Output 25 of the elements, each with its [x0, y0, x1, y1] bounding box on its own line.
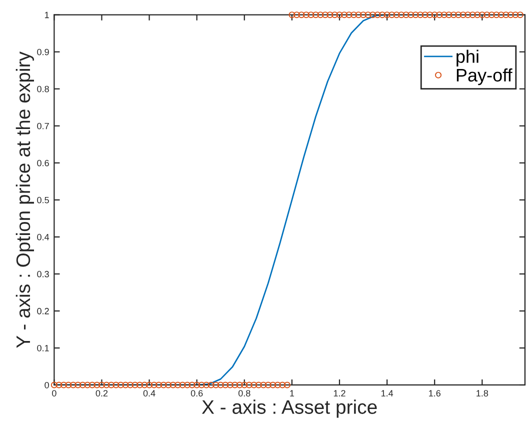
- legend-label: phi: [456, 50, 478, 67]
- x-tick-label: 1.4: [381, 390, 394, 396]
- x-tick-label: 1: [290, 390, 294, 396]
- y-tick-label: 0: [44, 382, 49, 388]
- y-tick-label: 0.1: [37, 344, 49, 352]
- x-tick-label: 0.4: [143, 390, 156, 396]
- x-tick-label: 0.2: [96, 390, 108, 396]
- y-tick-label: 0.8: [37, 86, 49, 92]
- y-tick-label: 0.3: [37, 270, 49, 278]
- y-tick-label: 0.5: [37, 196, 49, 204]
- x-tick-label: 0: [52, 390, 56, 396]
- y-tick-label: 0.2: [37, 308, 49, 314]
- x-tick-label: 1.8: [476, 390, 488, 396]
- y-tick-label: 0.9: [37, 48, 49, 56]
- y-tick-label: 1: [44, 12, 49, 18]
- x-tick-label: 0.8: [238, 390, 250, 396]
- y-tick-label: 0.7: [37, 122, 49, 130]
- y-axis-title: Y - axis : Option price at the expiry: [16, 52, 34, 348]
- y-tick-label: 0.4: [37, 234, 50, 240]
- legend-label: Pay-off: [456, 68, 512, 86]
- x-axis-title: X - axis : Asset price: [202, 400, 377, 418]
- y-tick-label: 0.6: [37, 160, 49, 166]
- x-tick-label: 0.6: [190, 390, 203, 396]
- x-tick-label: 1.2: [334, 390, 346, 396]
- x-tick-label: 1.6: [429, 390, 440, 396]
